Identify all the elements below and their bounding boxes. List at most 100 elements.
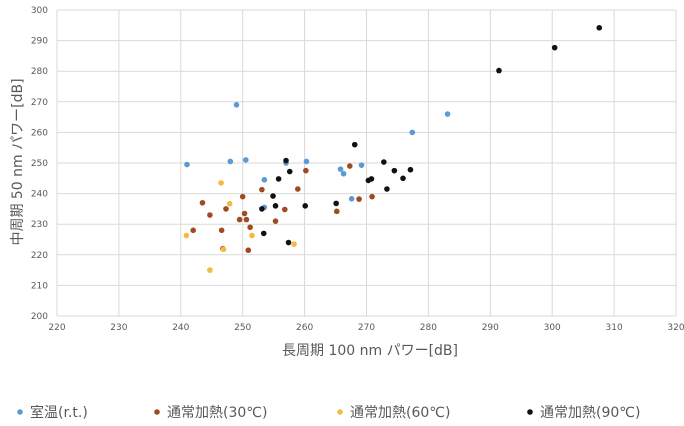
- data-point: [199, 199, 206, 206]
- legend-label: 室温(r.t.): [30, 404, 88, 421]
- x-tick-label: 300: [544, 323, 561, 333]
- data-point: [285, 239, 292, 246]
- data-point: [391, 167, 398, 174]
- y-tick-label: 250: [31, 159, 48, 169]
- data-point: [190, 227, 196, 234]
- x-axis-label: 長周期 100 nm パワー[dB]: [282, 343, 458, 359]
- legend-marker: [337, 409, 343, 415]
- data-point: [270, 193, 276, 199]
- y-tick-label: 200: [31, 312, 48, 322]
- y-tick-label: 220: [31, 251, 48, 261]
- legend-item: 通常加熱(90℃): [527, 405, 640, 421]
- data-point: [351, 141, 358, 148]
- data-point: [220, 246, 227, 253]
- data-point: [294, 186, 301, 192]
- data-point: [226, 200, 233, 207]
- data-point: [348, 196, 355, 202]
- data-point: [346, 163, 353, 169]
- data-point: [239, 193, 246, 200]
- y-tick-label: 230: [31, 220, 48, 230]
- tick-labels: 220 230 240 250 260 270 280 290 300 310 320 200 210 2…: [31, 6, 684, 333]
- y-tick-label: 280: [31, 67, 48, 77]
- legend-marker: [154, 409, 160, 415]
- y-tick-label: 300: [31, 6, 48, 16]
- data-point: [261, 177, 268, 183]
- data-point: [369, 193, 375, 200]
- data-point: [337, 166, 344, 172]
- data-point: [384, 186, 390, 192]
- data-point: [233, 102, 240, 108]
- x-tick-label: 240: [172, 323, 189, 333]
- data-point: [259, 206, 265, 212]
- data-point: [241, 210, 248, 217]
- y-tick-label: 210: [31, 281, 48, 291]
- data-point: [183, 232, 190, 239]
- data-point: [259, 186, 265, 193]
- data-point: [249, 232, 255, 239]
- data-point: [184, 161, 190, 168]
- data-point: [496, 67, 502, 74]
- data-point: [283, 157, 289, 164]
- data-point: [227, 158, 234, 165]
- data-points: [183, 24, 603, 273]
- legend-label: 通常加熱(30℃): [167, 405, 267, 421]
- data-point: [340, 170, 347, 177]
- x-tick-label: 250: [234, 323, 251, 333]
- data-point: [275, 176, 282, 182]
- data-point: [400, 175, 406, 182]
- data-point: [407, 166, 414, 173]
- legend-label: 通常加熱(60℃): [350, 405, 450, 421]
- data-point: [247, 224, 253, 231]
- data-point: [218, 180, 224, 186]
- data-point: [272, 218, 279, 224]
- data-point: [409, 129, 416, 136]
- x-tick-label: 320: [667, 323, 684, 333]
- gridlines: [56, 9, 677, 317]
- data-point: [243, 216, 250, 223]
- x-tick-label: 280: [420, 323, 437, 333]
- data-point: [444, 111, 451, 117]
- y-tick-label: 240: [31, 190, 48, 200]
- legend-marker: [527, 409, 533, 415]
- data-point: [303, 158, 310, 165]
- legend-label: 通常加熱(90℃): [540, 405, 640, 421]
- data-point: [381, 159, 387, 165]
- x-tick-label: 260: [296, 323, 313, 333]
- data-point: [333, 208, 340, 215]
- data-point: [223, 206, 229, 212]
- legend-item: 通常加熱(30℃): [154, 405, 267, 421]
- data-point: [291, 241, 297, 247]
- data-point: [303, 167, 309, 174]
- x-tick-label: 220: [48, 323, 65, 333]
- y-tick-label: 260: [31, 128, 48, 138]
- data-point: [333, 200, 339, 207]
- x-tick-label: 310: [606, 323, 623, 333]
- data-point: [286, 168, 293, 175]
- data-point: [207, 267, 213, 273]
- data-point: [245, 247, 252, 254]
- legend-item: 室温(r.t.): [17, 404, 88, 421]
- data-point: [368, 176, 375, 182]
- y-axis-label: 中周期 50 nm パワー[dB]: [10, 78, 26, 245]
- data-point: [242, 157, 249, 163]
- data-point: [596, 24, 603, 31]
- data-point: [207, 212, 213, 218]
- data-point: [358, 162, 365, 168]
- data-point: [281, 206, 288, 213]
- data-point: [272, 203, 279, 209]
- x-tick-label: 230: [110, 323, 127, 333]
- data-point: [260, 230, 267, 237]
- data-point: [356, 196, 362, 202]
- y-tick-label: 270: [31, 98, 48, 108]
- x-tick-label: 290: [482, 323, 499, 333]
- data-point: [302, 203, 309, 209]
- data-point: [236, 216, 243, 223]
- legend-marker: [17, 409, 23, 415]
- y-tick-label: 290: [31, 37, 48, 47]
- legend-item: 通常加熱(60℃): [337, 405, 450, 421]
- x-tick-label: 270: [358, 323, 375, 333]
- legend: 室温(r.t.) 通常加熱(30℃) 通常加熱(60℃) 通常加熱(90℃): [17, 404, 640, 421]
- data-point: [218, 227, 225, 234]
- data-point: [551, 44, 558, 51]
